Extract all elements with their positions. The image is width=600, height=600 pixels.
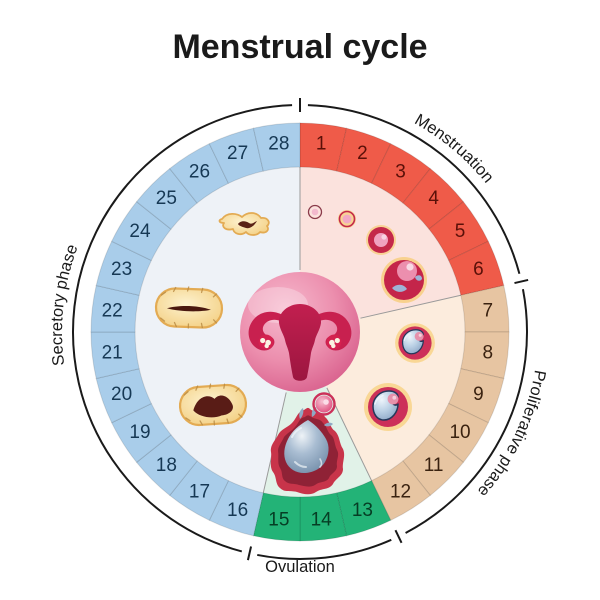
svg-text:19: 19 — [129, 422, 150, 443]
svg-text:15: 15 — [268, 509, 289, 530]
svg-text:27: 27 — [227, 143, 248, 164]
svg-text:22: 22 — [102, 300, 123, 321]
svg-text:28: 28 — [268, 134, 289, 155]
svg-text:6: 6 — [473, 259, 484, 280]
svg-text:17: 17 — [189, 482, 210, 503]
svg-text:18: 18 — [156, 455, 177, 476]
svg-text:25: 25 — [156, 188, 177, 209]
svg-text:2: 2 — [357, 143, 368, 164]
svg-text:16: 16 — [227, 500, 248, 521]
svg-text:13: 13 — [352, 500, 373, 521]
svg-text:3: 3 — [395, 161, 406, 182]
svg-text:7: 7 — [483, 300, 494, 321]
svg-text:26: 26 — [189, 161, 210, 182]
svg-text:21: 21 — [102, 343, 123, 364]
svg-text:12: 12 — [390, 482, 411, 503]
svg-text:24: 24 — [129, 221, 151, 242]
svg-text:11: 11 — [424, 455, 444, 476]
svg-text:20: 20 — [111, 384, 132, 405]
svg-text:8: 8 — [483, 343, 494, 364]
svg-text:1: 1 — [316, 134, 327, 155]
svg-text:10: 10 — [449, 422, 470, 443]
svg-text:9: 9 — [473, 384, 484, 405]
svg-text:Secretory phase: Secretory phase — [48, 242, 82, 367]
svg-text:5: 5 — [455, 221, 466, 242]
svg-text:14: 14 — [311, 509, 333, 530]
svg-text:23: 23 — [111, 259, 132, 280]
svg-text:4: 4 — [428, 188, 439, 209]
svg-text:Ovulation: Ovulation — [265, 558, 335, 576]
